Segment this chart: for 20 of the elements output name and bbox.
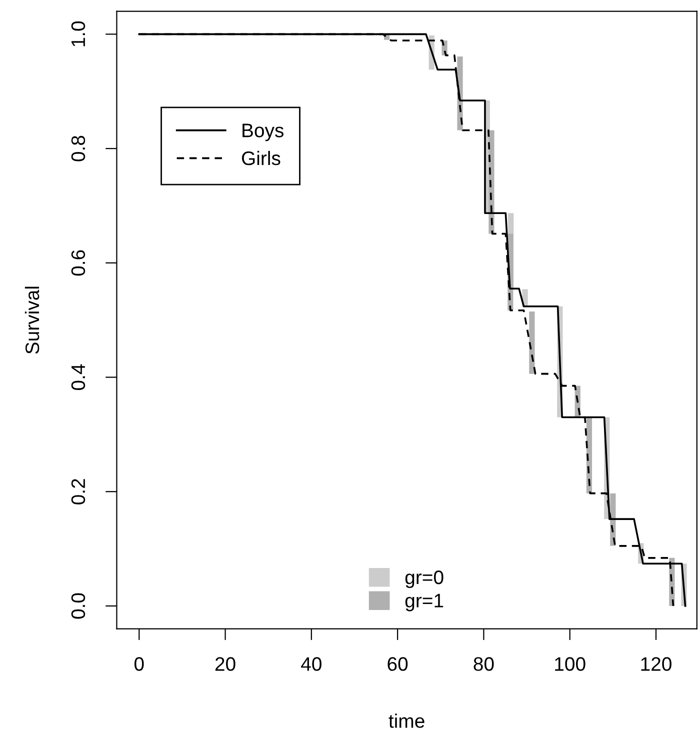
legend-label: Boys bbox=[242, 124, 284, 142]
y-tick-label: 0.0 bbox=[71, 593, 86, 619]
y-tick-label: 0.4 bbox=[71, 364, 86, 390]
y-tick-label: 0.8 bbox=[71, 136, 86, 162]
legend-label: gr=0 bbox=[405, 570, 444, 588]
x-tick-label: 60 bbox=[388, 657, 408, 671]
x-tick-label: 20 bbox=[215, 657, 236, 671]
x-tick-label: 0 bbox=[134, 657, 144, 671]
y-axis-title: Survival bbox=[24, 286, 40, 354]
x-tick-label: 80 bbox=[474, 657, 494, 671]
x-tick-label: 120 bbox=[641, 657, 672, 671]
x-tick-label: 40 bbox=[301, 657, 322, 671]
y-tick-label: 1.0 bbox=[71, 21, 86, 46]
y-tick-label: 0.2 bbox=[71, 479, 86, 504]
y-tick-label: 0.6 bbox=[71, 250, 86, 276]
legend-label: gr=1 bbox=[405, 594, 444, 612]
x-tick-label: 100 bbox=[555, 657, 586, 671]
legend-label: Girls bbox=[242, 150, 280, 166]
x-axis-title: time bbox=[388, 714, 424, 728]
bar bbox=[529, 311, 535, 374]
